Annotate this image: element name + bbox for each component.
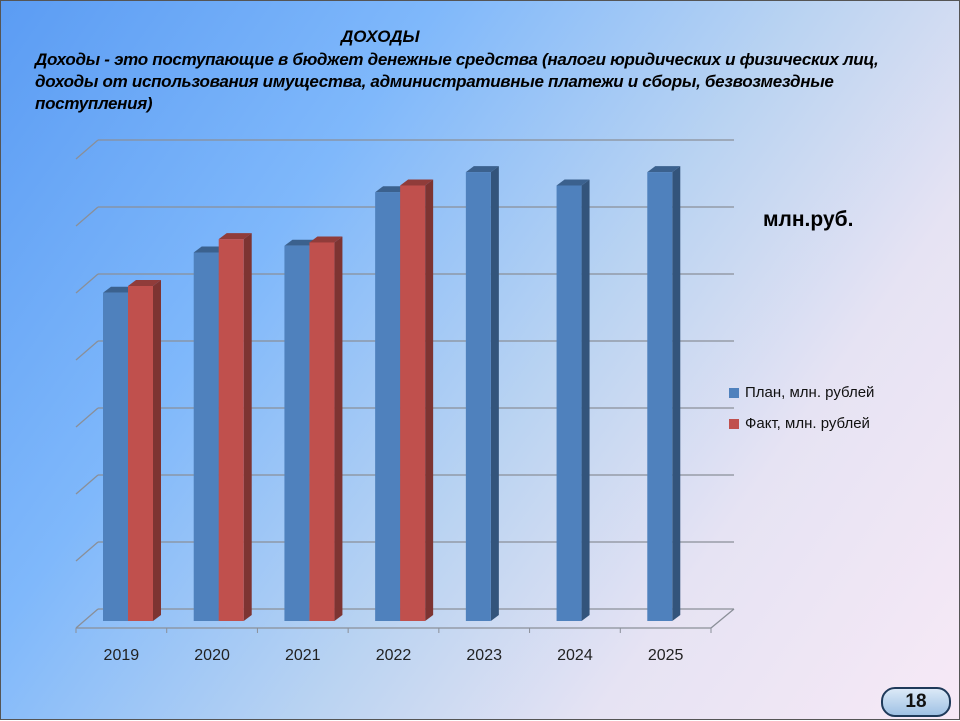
bar-2021-fact — [309, 242, 335, 621]
bar-top — [103, 286, 136, 293]
legend-item-plan: План, млн. рублей — [729, 377, 874, 408]
x-tick-label: 2021 — [285, 647, 321, 664]
legend-label-fact: Факт, млн. рублей — [745, 415, 870, 432]
bar-top — [400, 179, 434, 186]
legend-swatch-plan — [729, 387, 739, 398]
bar-side — [425, 179, 434, 621]
gridline-side — [75, 474, 99, 495]
legend-item-fact: Факт, млн. рублей — [729, 408, 874, 439]
bar-side — [153, 280, 161, 621]
bar-2020-fact — [218, 239, 244, 621]
unit-label: млн.руб. — [763, 208, 854, 231]
bar-2020-plan — [193, 252, 219, 621]
x-tick-label: 2019 — [104, 647, 140, 664]
bar-top — [375, 186, 409, 193]
bar-2019-fact — [128, 286, 153, 621]
bar-side — [672, 166, 681, 621]
gridline-side — [75, 273, 99, 294]
gridline-side — [75, 206, 99, 227]
legend-swatch-fact — [729, 418, 739, 429]
bar-top — [647, 166, 681, 173]
x-tick-label: 2020 — [194, 647, 230, 664]
bar-side — [334, 236, 343, 621]
bar-top — [465, 166, 499, 173]
bar-side — [243, 233, 252, 621]
bar-top — [193, 246, 227, 253]
legend: План, млн. рублей Факт, млн. рублей — [729, 377, 874, 439]
slide-description: Доходы - это поступающие в бюджет денежн… — [35, 50, 879, 113]
bar-2025-plan — [647, 172, 673, 621]
slide-heading: ДОХОДЫ — [341, 27, 420, 46]
bar-2019-plan — [103, 292, 128, 621]
bar-side — [581, 179, 590, 621]
bar-top — [218, 233, 252, 240]
bar-2023-plan — [465, 172, 491, 621]
bar-side — [490, 166, 499, 621]
bar-2021-plan — [284, 245, 310, 622]
x-tick-label: 2024 — [557, 647, 593, 664]
gridline-side — [75, 139, 99, 160]
gridline-side — [75, 608, 99, 629]
bar-top — [556, 179, 590, 186]
bar-top — [284, 239, 318, 246]
gridline-side — [75, 541, 99, 562]
page-number-badge: 18 — [881, 687, 951, 717]
bar-top — [309, 236, 343, 243]
bar-2022-plan — [375, 192, 401, 621]
gridline-side — [75, 407, 99, 428]
bar-2022-fact — [400, 185, 426, 621]
legend-label-plan: План, млн. рублей — [745, 384, 875, 401]
x-tick-label: 2023 — [466, 647, 502, 664]
floor-edge — [710, 608, 735, 629]
bar-2024-plan — [556, 185, 582, 621]
gridline-side — [75, 340, 99, 361]
bar-top — [128, 280, 161, 286]
x-tick-label: 2025 — [648, 647, 684, 664]
x-tick-label: 2022 — [376, 647, 412, 664]
